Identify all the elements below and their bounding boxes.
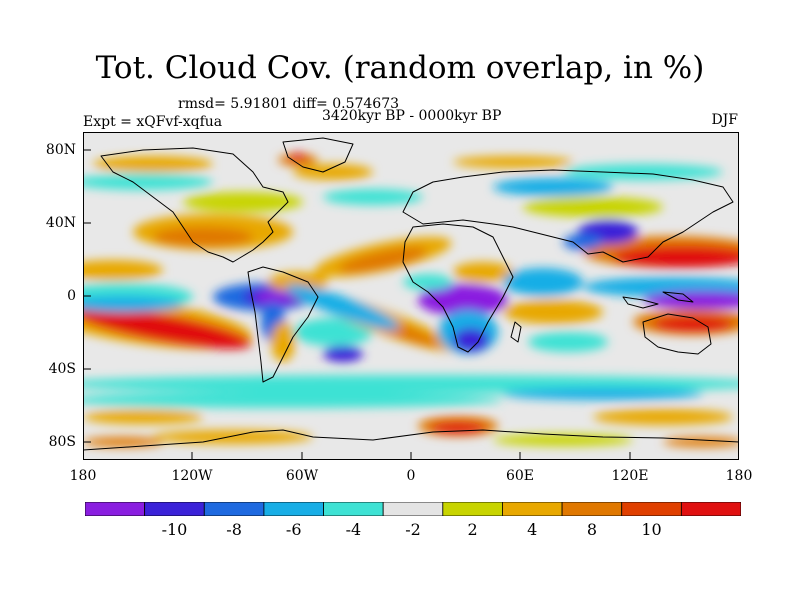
- lon-tick-180e: 180: [725, 468, 753, 484]
- colorbar-swatch: [621, 502, 682, 516]
- cloud-cover-difference-map: [83, 132, 739, 460]
- colorbar-label: -10: [161, 520, 188, 539]
- lon-tick-120e: 120E: [611, 468, 649, 484]
- colorbar-label: -4: [345, 520, 362, 539]
- colorbar-label: -8: [226, 520, 242, 539]
- colorbar-swatch: [382, 502, 444, 516]
- experiment-label: Expt = xQFvf-xqfua: [83, 114, 223, 130]
- rmsd-diff-label: rmsd= 5.91801 diff= 0.574673: [178, 96, 400, 112]
- colorbar: [85, 502, 741, 516]
- lon-tick-60w: 60W: [285, 468, 319, 484]
- lon-tick-120w: 120W: [171, 468, 213, 484]
- colorbar-label: 8: [586, 520, 597, 539]
- colorbar-label: -2: [405, 520, 421, 539]
- season-label: DJF: [711, 112, 738, 128]
- colorbar-swatch: [323, 502, 384, 516]
- colorbar-swatch: [144, 502, 205, 516]
- colorbar-swatch: [442, 502, 503, 516]
- lat-tick-80s: 80S: [48, 434, 76, 450]
- colorbar-label: 4: [527, 520, 538, 539]
- lat-tick-0: 0: [67, 288, 76, 304]
- lat-tick-40n: 40N: [45, 215, 76, 231]
- lon-tick-180w: 180: [69, 468, 97, 484]
- colorbar-label: 2: [467, 520, 478, 539]
- lon-tick-60e: 60E: [505, 468, 535, 484]
- map-title: Tot. Cloud Cov. (random overlap, in %): [95, 50, 705, 86]
- colorbar-label: -6: [285, 520, 302, 539]
- colorbar-swatch: [263, 502, 324, 516]
- lon-tick-0: 0: [406, 468, 416, 484]
- period-label: 3420kyr BP - 0000kyr BP: [322, 108, 502, 124]
- lat-tick-40s: 40S: [48, 361, 76, 377]
- colorbar-label: 10: [641, 520, 662, 539]
- lat-tick-80n: 80N: [45, 142, 76, 158]
- colorbar-swatch: [502, 502, 563, 516]
- colorbar-swatch: [561, 502, 623, 516]
- colorbar-swatch: [203, 502, 265, 516]
- colorbar-swatch: [85, 502, 146, 516]
- colorbar-swatch: [680, 502, 741, 516]
